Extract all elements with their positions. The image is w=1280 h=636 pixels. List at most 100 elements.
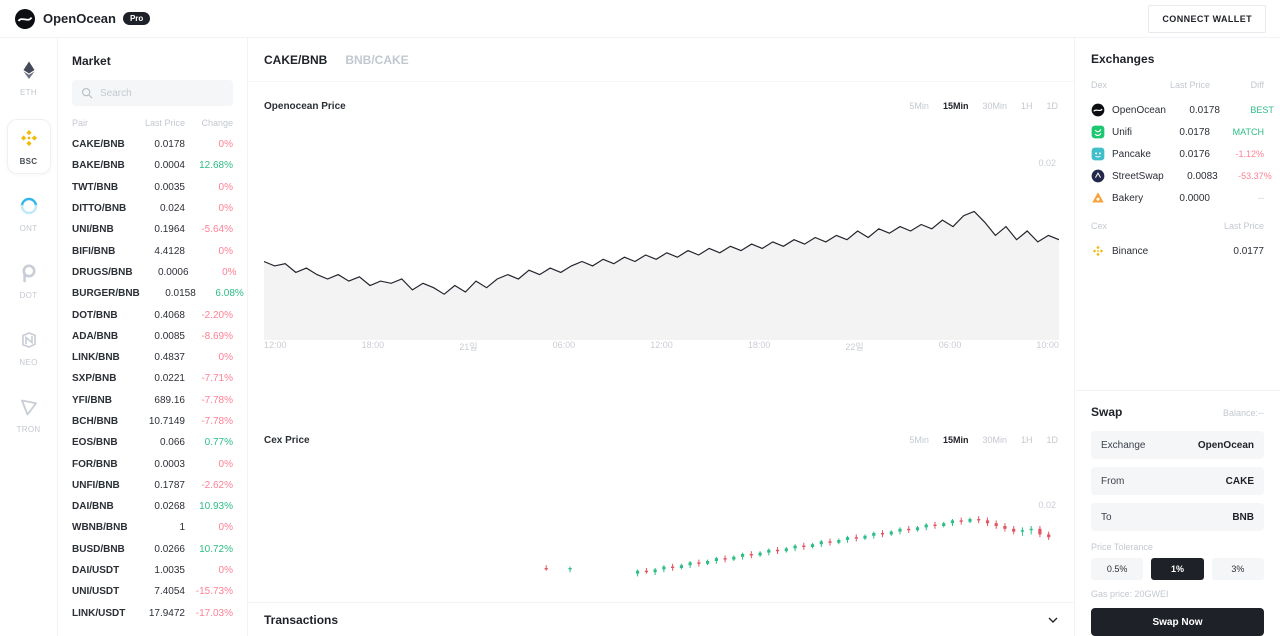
market-row[interactable]: BIFI/BNB 4.4128 0% [72, 240, 233, 261]
price-cell: 0.0004 [154, 160, 185, 172]
openocean-price-line-chart [264, 210, 1059, 340]
interval-15min[interactable]: 15Min [942, 101, 969, 111]
interval-1d[interactable]: 1D [1046, 435, 1058, 445]
col-dex-last-price: Last Price [1169, 80, 1210, 90]
interval-1d[interactable]: 1D [1046, 101, 1058, 111]
tolerance-label: Price Tolerance [1091, 542, 1153, 552]
dex-row-bakery[interactable]: Bakery 0.0000 -- [1091, 187, 1264, 209]
sidebar-item-neo[interactable]: NEO [7, 322, 51, 375]
sidebar-item-eth[interactable]: ETH [7, 52, 51, 105]
col-cex-last-price: Last Price [1223, 221, 1264, 231]
market-row[interactable]: BCH/BNB 10.7149 -7.78% [72, 411, 233, 432]
swap-field-from[interactable]: From CAKE [1091, 467, 1264, 495]
tolerance-option-1pct[interactable]: 1% [1151, 558, 1204, 580]
market-row[interactable]: YFI/BNB 689.16 -7.78% [72, 390, 233, 411]
oo-price-header: Openocean Price 5Min 15Min 30Min 1H 1D [264, 96, 1058, 116]
price-cell: 0.0003 [154, 458, 185, 470]
tolerance-option-3pct[interactable]: 3% [1211, 558, 1264, 580]
market-row[interactable]: SXP/BNB 0.0221 -7.71% [72, 368, 233, 389]
sidebar-item-tron[interactable]: TRON [7, 389, 51, 442]
change-cell: 0.77% [204, 437, 233, 449]
search-input[interactable] [100, 87, 224, 99]
price-cell: 4.4128 [154, 245, 185, 257]
col-pair: Pair [72, 118, 89, 128]
price-cell: 0.066 [159, 437, 185, 449]
market-row[interactable]: EOS/BNB 0.066 0.77% [72, 432, 233, 453]
chain-label: NEO [19, 358, 38, 367]
sidebar-item-ont[interactable]: ONT [7, 188, 51, 241]
dex-row-openocean[interactable]: OpenOcean 0.0178 BEST [1091, 99, 1274, 121]
transactions-bar[interactable]: Transactions [248, 602, 1074, 636]
gas-price-text: Gas price: 20GWEI [1091, 589, 1169, 599]
dex-row-unifi[interactable]: Unifi 0.0178 MATCH [1091, 121, 1264, 143]
change-cell: -7.78% [201, 394, 233, 406]
market-row[interactable]: LINK/BNB 0.4837 0% [72, 347, 233, 368]
pair-tab-cake-bnb[interactable]: CAKE/BNB [264, 52, 328, 67]
market-row[interactable]: DAI/BNB 0.0268 10.93% [72, 496, 233, 517]
swap-field-to[interactable]: To BNB [1091, 503, 1264, 531]
chevron-down-icon[interactable] [1048, 617, 1058, 623]
market-row[interactable]: FOR/BNB 0.0003 0% [72, 453, 233, 474]
swap-field-exchange[interactable]: Exchange OpenOcean [1091, 431, 1264, 459]
market-row[interactable]: DAI/USDT 1.0035 0% [72, 560, 233, 581]
market-row[interactable]: LINK/USDT 17.9472 -17.03% [72, 603, 233, 624]
market-row[interactable]: UNI/BNB 0.1964 -5.64% [72, 219, 233, 240]
ont-icon [19, 196, 39, 221]
interval-30min[interactable]: 30Min [982, 101, 1007, 111]
market-row[interactable]: BUSD/BNB 0.0266 10.72% [72, 539, 233, 560]
tolerance-option-0-5pct[interactable]: 0.5% [1091, 558, 1144, 580]
pancake-icon [1091, 147, 1105, 161]
sidebar-item-dot[interactable]: DOT [7, 255, 51, 308]
dex-row-streetswap[interactable]: StreetSwap 0.0083 -53.37% [1091, 165, 1272, 187]
brand-logo[interactable]: OpenOcean Pro [14, 8, 151, 30]
x-tick: 06:00 [938, 340, 962, 350]
exchanges-panel: Exchanges Dex Last Price Diff OpenOcean 0… [1075, 38, 1280, 636]
market-row[interactable]: DITTO/BNB 0.024 0% [72, 198, 233, 219]
pair-tab-bnb-cake[interactable]: BNB/CAKE [345, 52, 409, 67]
market-row[interactable]: WBNB/BNB 1 0% [72, 517, 233, 538]
search-box[interactable] [72, 80, 233, 106]
change-cell: -17.03% [195, 607, 233, 619]
cex-row-binance[interactable]: Binance 0.0177 [1091, 240, 1264, 262]
change-cell: 10.93% [199, 501, 233, 513]
change-cell: 0% [218, 139, 233, 151]
market-row[interactable]: UNFI/BNB 0.1787 -2.62% [72, 475, 233, 496]
market-row[interactable]: DOT/BNB 0.4068 -2.20% [72, 304, 233, 325]
dex-diff: -- [1258, 193, 1264, 203]
market-row[interactable]: ADA/BNB 0.0085 -8.69% [72, 326, 233, 347]
interval-1h[interactable]: 1H [1020, 101, 1033, 111]
field-value: BNB [1232, 511, 1254, 523]
interval-15min[interactable]: 15Min [942, 435, 969, 445]
market-row[interactable]: CAKE/BNB 0.0178 0% [72, 134, 233, 155]
dex-name: OpenOcean [1112, 104, 1166, 116]
connect-wallet-button[interactable]: CONNECT WALLET [1148, 4, 1266, 33]
change-cell: 0% [218, 522, 233, 534]
market-panel: Market Pair Last Price Change CAKE/BNB 0.… [58, 38, 248, 636]
dex-price: 0.0083 [1187, 170, 1218, 182]
unifi-icon [1091, 125, 1105, 139]
market-row[interactable]: UNI/USDT 7.4054 -15.73% [72, 581, 233, 602]
interval-5min[interactable]: 5Min [909, 101, 929, 111]
market-row[interactable]: DRUGS/BNB 0.0006 0% [72, 262, 237, 283]
header: OpenOcean Pro CONNECT WALLET [0, 0, 1280, 38]
chain-label: DOT [19, 291, 38, 300]
interval-1h[interactable]: 1H [1020, 435, 1033, 445]
price-cell: 0.0266 [154, 543, 185, 555]
market-row[interactable]: TWT/BNB 0.0035 0% [72, 177, 233, 198]
col-last-price: Last Price [144, 118, 185, 128]
swap-panel: Swap Balance:-- Exchange OpenOcean From CAK… [1075, 390, 1280, 636]
pair-cell: DAI/BNB [72, 501, 114, 513]
pair-cell: UNFI/BNB [72, 479, 120, 491]
market-row[interactable]: BAKE/BNB 0.0004 12.68% [72, 155, 233, 176]
sidebar-item-bsc[interactable]: BSC [6, 119, 51, 174]
price-cell: 0.0006 [157, 266, 189, 278]
interval-5min[interactable]: 5Min [909, 435, 929, 445]
field-label: Exchange [1101, 439, 1146, 451]
interval-30min[interactable]: 30Min [982, 435, 1007, 445]
col-cex: Cex [1091, 221, 1108, 231]
dex-price: 0.0000 [1179, 192, 1210, 204]
dex-diff: -53.37% [1238, 171, 1272, 181]
market-row[interactable]: BURGER/BNB 0.0158 6.08% [72, 283, 244, 304]
swap-now-button[interactable]: Swap Now [1091, 608, 1264, 636]
dex-row-pancake[interactable]: Pancake 0.0176 -1.12% [1091, 143, 1264, 165]
